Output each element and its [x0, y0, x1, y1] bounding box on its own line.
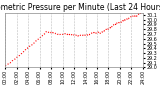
Title: Barometric Pressure per Minute (Last 24 Hours): Barometric Pressure per Minute (Last 24 …: [0, 3, 160, 12]
